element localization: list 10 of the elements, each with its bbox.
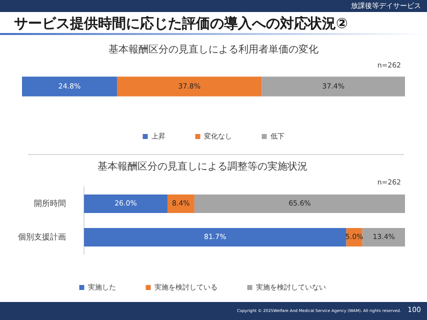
chart-title: 基本報酬区分の見直しによる利用者単価の変化 [108,44,318,56]
bar [84,194,168,213]
bar [84,228,346,246]
text: サービス提供時間に応じた評価の導入への対応状況② [14,15,348,33]
bar [167,194,194,213]
bar [194,194,405,213]
y-tick-label: 個別支援計画 [18,232,66,242]
y-tick-label: 開所時間 [34,198,66,208]
bar [362,228,405,246]
chart-title: 基本報酬区分の見直しによる調整等の実施状況 [98,160,308,173]
